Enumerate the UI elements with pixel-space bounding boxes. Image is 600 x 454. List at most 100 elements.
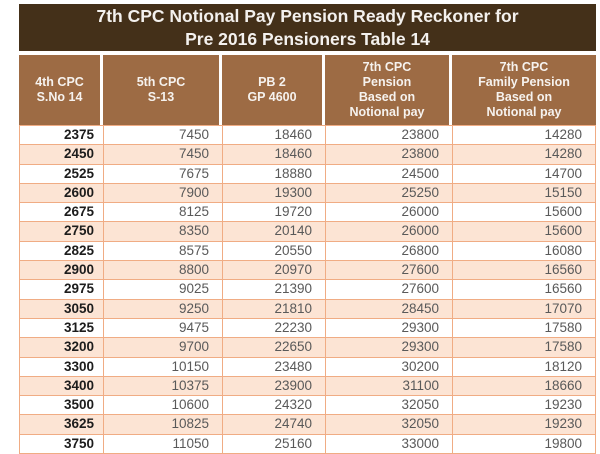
column-header-pension: 7th CPC Pension Based on Notional pay <box>325 55 452 125</box>
table-cell: 27600 <box>326 280 453 299</box>
table-cell: 2675 <box>20 203 104 222</box>
table-cell: 19230 <box>544 397 582 413</box>
table-cell: 3400 <box>20 376 104 396</box>
table-cell: 10825 <box>104 415 223 434</box>
table-cell: 20550 <box>223 241 326 261</box>
table-cell: 18460 <box>223 145 326 164</box>
table-row: 3125 9475 22230 29300 17580 <box>20 318 595 339</box>
table-cell: 9700 <box>104 338 223 357</box>
table-cell: 9250 <box>104 299 223 318</box>
table-row: 3750 11050 25160 33000 19800 <box>20 434 595 454</box>
column-header-4th-cpc: 4th CPC S.No 14 <box>19 55 103 125</box>
table-cell: 15600 <box>544 204 582 220</box>
table-cell: 23480 <box>223 357 326 376</box>
table-header-row: 4th CPC S.No 14 5th CPC S-13 PB 2 GP 460… <box>19 55 596 125</box>
table-cell: 2600 <box>20 183 104 203</box>
table-cell: 30200 <box>326 357 453 376</box>
table-cell: 18660 <box>544 377 582 393</box>
table-cell: 14700 <box>544 165 582 181</box>
table-cell: 19800 <box>544 435 582 451</box>
table-row: 3050 9250 21810 28450 17070 <box>20 299 595 319</box>
table-cell: 23800 <box>326 145 453 164</box>
table-cell: 29300 <box>326 338 453 357</box>
column-header-pb2: PB 2 GP 4600 <box>222 55 325 125</box>
table-row: 2375 7450 18460 23800 14280 <box>20 126 595 146</box>
table-row: 3200 9700 22650 29300 17580 <box>20 338 595 358</box>
table-cell: 19300 <box>223 183 326 203</box>
table-cell: 8800 <box>104 261 223 280</box>
table-cell: 16560 <box>544 281 582 297</box>
table-cell: 2900 <box>20 261 104 280</box>
table-title-line2: Pre 2016 Pensioners Table 14 <box>185 28 430 49</box>
table-cell: 28450 <box>326 299 453 318</box>
table-cell: 21810 <box>223 299 326 318</box>
table-cell: 19720 <box>223 203 326 222</box>
table-cell: 2825 <box>20 241 104 261</box>
table-cell: 24740 <box>223 415 326 434</box>
table-row: 2825 8575 20550 26800 16080 <box>20 241 595 262</box>
table-cell: 16080 <box>544 242 582 258</box>
column-header-5th-cpc: 5th CPC S-13 <box>103 55 222 125</box>
table-cell: 3050 <box>20 299 104 318</box>
table-cell: 33000 <box>326 434 453 454</box>
table-cell: 22230 <box>223 318 326 338</box>
table-cell: 2750 <box>20 222 104 241</box>
table-cell: 10150 <box>104 357 223 376</box>
table-cell: 3125 <box>20 318 104 338</box>
table-cell: 9475 <box>104 318 223 338</box>
table-row: 2450 7450 18460 23800 14280 <box>20 145 595 165</box>
table-cell: 2450 <box>20 145 104 164</box>
table-cell: 32050 <box>326 415 453 434</box>
table-cell: 2375 <box>20 126 104 145</box>
table-cell: 32050 <box>326 396 453 415</box>
table-cell: 24500 <box>326 164 453 183</box>
table-cell: 23800 <box>326 126 453 145</box>
table-cell: 20970 <box>223 261 326 280</box>
table-cell: 3500 <box>20 396 104 415</box>
table-cell: 18460 <box>223 126 326 145</box>
table-cell: 17580 <box>544 319 582 335</box>
table-cell: 27600 <box>326 261 453 280</box>
table-cell: 3750 <box>20 434 104 454</box>
table-cell: 15150 <box>544 184 582 200</box>
table-cell: 31100 <box>326 376 453 396</box>
table-cell: 8575 <box>104 241 223 261</box>
table-cell: 7450 <box>104 145 223 164</box>
table-cell: 26000 <box>326 222 453 241</box>
table-cell: 7900 <box>104 183 223 203</box>
table-cell: 20140 <box>223 222 326 241</box>
table-row: 2675 8125 19720 26000 15600 <box>20 203 595 223</box>
table-cell: 14280 <box>544 146 582 162</box>
table-cell: 25160 <box>223 434 326 454</box>
table-row: 2750 8350 20140 26000 15600 <box>20 222 595 242</box>
table-cell: 3625 <box>20 415 104 434</box>
table-cell: 7675 <box>104 164 223 183</box>
table-row: 3400 10375 23900 31100 18660 <box>20 376 595 397</box>
ready-reckoner-table: 7th CPC Notional Pay Pension Ready Recko… <box>19 4 596 454</box>
table-cell: 25250 <box>326 183 453 203</box>
table-row: 2900 8800 20970 27600 16560 <box>20 261 595 281</box>
table-row: 2600 7900 19300 25250 15150 <box>20 183 595 204</box>
table-cell: 15600 <box>544 223 582 239</box>
table-cell: 7450 <box>104 126 223 145</box>
table-body: 2375 7450 18460 23800 14280 2450 7450 18460 2380… <box>19 125 596 454</box>
table-cell: 8350 <box>104 222 223 241</box>
table-cell: 14280 <box>544 127 582 142</box>
table-cell: 3200 <box>20 338 104 357</box>
table-cell: 22650 <box>223 338 326 357</box>
table-cell: 10600 <box>104 396 223 415</box>
table-cell: 18120 <box>544 358 582 374</box>
table-cell: 26800 <box>326 241 453 261</box>
table-cell: 29300 <box>326 318 453 338</box>
table-title-line1: 7th CPC Notional Pay Pension Ready Recko… <box>96 6 519 26</box>
table-cell: 26000 <box>326 203 453 222</box>
table-cell: 21390 <box>223 280 326 299</box>
table-cell: 18880 <box>223 164 326 183</box>
table-cell: 2525 <box>20 164 104 183</box>
table-cell: 17580 <box>544 339 582 355</box>
table-cell: 23900 <box>223 376 326 396</box>
table-row: 2975 9025 21390 27600 16560 <box>20 280 595 300</box>
table-cell: 8125 <box>104 203 223 222</box>
table-cell: 16560 <box>544 262 582 278</box>
table-row: 2525 7675 18880 24500 14700 <box>20 164 595 184</box>
